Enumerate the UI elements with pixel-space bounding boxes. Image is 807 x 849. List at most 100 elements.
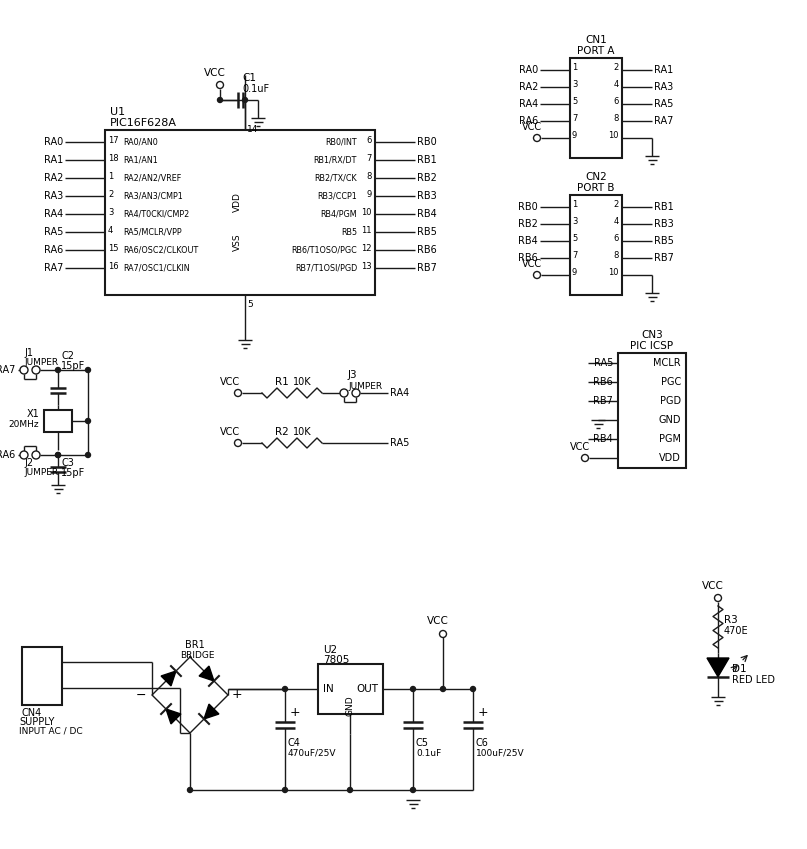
Text: CN3: CN3 [641,330,663,340]
Text: 1: 1 [572,63,577,72]
Text: RA4/T0CKI/CMP2: RA4/T0CKI/CMP2 [123,210,190,218]
Text: PIC ICSP: PIC ICSP [630,341,674,351]
Circle shape [56,453,61,458]
Circle shape [440,631,446,638]
Text: 7805: 7805 [323,655,349,665]
Text: 7: 7 [572,114,577,123]
Text: 15pF: 15pF [61,361,86,371]
Text: +: + [478,706,488,718]
Circle shape [235,390,241,396]
Text: RA1/AN1: RA1/AN1 [123,155,157,165]
Text: RA5/MCLR/VPP: RA5/MCLR/VPP [123,228,182,237]
Bar [618,353,686,468]
Text: RB7: RB7 [593,396,613,406]
Text: CN1: CN1 [585,35,607,45]
Text: RB2: RB2 [417,173,437,183]
Circle shape [582,454,588,462]
Text: RA2/AN2/VREF: RA2/AN2/VREF [123,173,182,183]
Text: RA2: RA2 [519,82,538,92]
Text: RA3/AN3/CMP1: RA3/AN3/CMP1 [123,192,182,200]
Circle shape [348,788,353,792]
Polygon shape [199,666,214,681]
Text: C1: C1 [242,73,256,83]
Bar [22,647,62,705]
Text: RB5: RB5 [654,236,674,246]
Text: R3: R3 [724,615,738,625]
Text: VSS: VSS [232,233,241,250]
Polygon shape [161,671,176,686]
Text: 3: 3 [108,208,113,217]
Text: RA0/AN0: RA0/AN0 [123,138,157,147]
Text: PORT B: PORT B [577,183,615,193]
Bar [570,195,622,295]
Text: RB2: RB2 [518,219,538,229]
Text: CN4: CN4 [22,708,42,718]
Text: 15: 15 [108,244,119,253]
Text: RA6: RA6 [44,245,63,255]
Circle shape [86,453,90,458]
Text: JUMPER: JUMPER [24,468,58,476]
Text: C5: C5 [416,738,429,748]
Text: 470E: 470E [724,626,749,636]
Text: VCC: VCC [220,377,240,387]
Circle shape [533,134,541,142]
Text: SUPPLY: SUPPLY [19,717,54,727]
Text: JUMPER: JUMPER [348,381,383,391]
Text: J1: J1 [24,348,33,358]
Text: J3: J3 [348,370,358,380]
Text: R1: R1 [275,377,289,387]
Circle shape [340,389,348,397]
Text: 10: 10 [608,268,619,277]
Text: RB4: RB4 [417,209,437,219]
Text: 2: 2 [614,63,619,72]
Text: J2: J2 [24,458,33,468]
Text: +: + [290,706,301,718]
Text: R2: R2 [275,427,289,437]
Text: 8: 8 [366,172,372,181]
Circle shape [714,594,721,601]
Text: 11: 11 [362,226,372,235]
Text: VDD: VDD [659,453,681,463]
Polygon shape [707,658,729,677]
Text: 7: 7 [366,154,372,163]
Text: CN2: CN2 [585,172,607,182]
Text: GND: GND [659,415,681,425]
Text: GND: GND [345,695,354,717]
Text: PIC16F628A: PIC16F628A [110,118,177,128]
Text: RA6: RA6 [0,450,15,460]
Text: 6: 6 [366,136,372,145]
Text: RB4: RB4 [593,434,613,444]
Text: RA0: RA0 [519,65,538,75]
Text: RB6/T1OSO/PGC: RB6/T1OSO/PGC [291,245,357,255]
Text: RB6: RB6 [417,245,437,255]
Circle shape [235,440,241,447]
Text: RB3: RB3 [654,219,674,229]
Circle shape [470,687,475,691]
Text: 16: 16 [108,262,119,271]
Text: 0.1uF: 0.1uF [416,749,441,757]
Text: 12: 12 [362,244,372,253]
Text: RA4: RA4 [519,99,538,109]
Text: RB0: RB0 [518,202,538,212]
Text: 9: 9 [572,131,577,140]
Text: 18: 18 [108,154,119,163]
Text: U1: U1 [110,107,125,117]
Text: PGD: PGD [660,396,681,406]
Text: RB6: RB6 [593,377,613,387]
Text: 10K: 10K [293,377,312,387]
Text: 9: 9 [366,190,372,199]
Text: VCC: VCC [522,259,542,269]
Text: RA4: RA4 [390,388,409,398]
Text: RB1/RX/DT: RB1/RX/DT [314,155,357,165]
Text: PGC: PGC [661,377,681,387]
Text: −: − [136,689,146,701]
Text: C2: C2 [61,351,74,361]
Text: 13: 13 [362,262,372,271]
Text: RA5: RA5 [654,99,673,109]
Circle shape [187,788,193,792]
Text: 14: 14 [247,125,258,134]
Text: 10: 10 [362,208,372,217]
Text: RB1: RB1 [654,202,674,212]
Text: RB5: RB5 [417,227,437,237]
Text: PGM: PGM [659,434,681,444]
